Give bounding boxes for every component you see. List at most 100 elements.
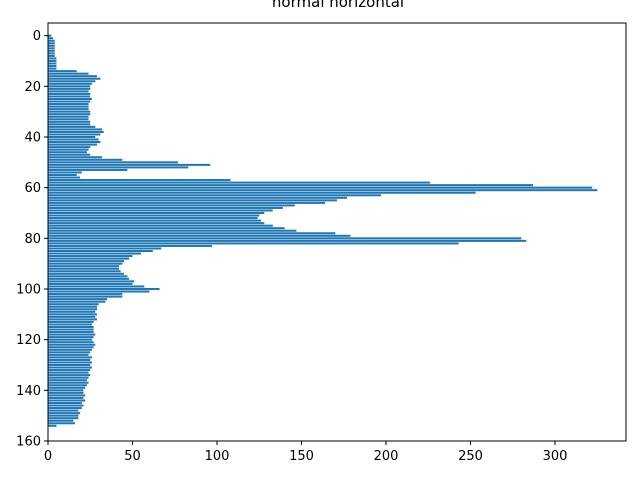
bar bbox=[48, 310, 96, 313]
bar bbox=[48, 399, 86, 402]
x-tick-label: 0 bbox=[44, 449, 52, 464]
bar bbox=[48, 351, 91, 354]
bar bbox=[48, 156, 103, 159]
bar bbox=[48, 97, 92, 101]
x-axis-ticks: 0 50 100 150 200 250 300 bbox=[44, 441, 568, 464]
bar bbox=[48, 369, 91, 372]
bar bbox=[48, 209, 273, 212]
bar bbox=[48, 191, 476, 194]
bar bbox=[48, 186, 593, 189]
bar bbox=[48, 270, 121, 273]
bar bbox=[48, 409, 79, 412]
bar bbox=[48, 313, 98, 316]
x-tick-label: 100 bbox=[205, 449, 230, 464]
bar bbox=[48, 293, 123, 296]
bar bbox=[48, 214, 260, 217]
x-tick-label: 250 bbox=[458, 449, 483, 464]
bar bbox=[48, 42, 55, 45]
bar bbox=[48, 206, 283, 209]
bar bbox=[48, 146, 91, 149]
bar bbox=[48, 323, 92, 326]
y-tick-label: 60 bbox=[24, 181, 41, 196]
bar bbox=[48, 113, 91, 116]
bar bbox=[48, 417, 79, 420]
bar bbox=[48, 120, 91, 123]
bar bbox=[48, 265, 119, 268]
bar bbox=[48, 366, 92, 369]
bar bbox=[48, 252, 141, 255]
bar bbox=[48, 151, 87, 154]
bar bbox=[48, 404, 84, 407]
bar bbox=[48, 47, 55, 50]
bar bbox=[48, 80, 96, 83]
bar bbox=[48, 343, 96, 346]
bar bbox=[48, 171, 82, 174]
x-tick-label: 300 bbox=[543, 449, 568, 464]
bar bbox=[48, 361, 92, 364]
bar bbox=[48, 318, 98, 321]
bar bbox=[48, 379, 87, 382]
bar bbox=[48, 153, 91, 156]
bar bbox=[48, 189, 598, 192]
bar bbox=[48, 37, 54, 40]
bar bbox=[48, 95, 91, 98]
bar bbox=[48, 65, 57, 68]
bar bbox=[48, 176, 81, 179]
y-tick-label: 120 bbox=[16, 333, 41, 348]
bar bbox=[48, 82, 92, 85]
bar bbox=[48, 168, 128, 171]
bar bbox=[48, 34, 52, 37]
bar bbox=[48, 419, 74, 422]
bar bbox=[48, 108, 89, 111]
bar bbox=[48, 57, 57, 60]
bar bbox=[48, 244, 212, 247]
bar bbox=[48, 59, 57, 63]
bar bbox=[48, 130, 104, 133]
y-tick-label: 20 bbox=[24, 80, 41, 95]
bar bbox=[48, 267, 119, 270]
bar bbox=[48, 371, 89, 374]
bar bbox=[48, 247, 162, 250]
bar bbox=[48, 407, 82, 410]
bar bbox=[48, 325, 94, 329]
bar bbox=[48, 239, 527, 242]
bar bbox=[48, 376, 89, 379]
bar bbox=[48, 358, 91, 361]
bar bbox=[48, 62, 57, 65]
bar bbox=[48, 303, 99, 306]
bar bbox=[48, 282, 133, 285]
bar bbox=[48, 217, 258, 220]
bar bbox=[48, 320, 94, 323]
bar bbox=[48, 173, 77, 177]
bar bbox=[48, 396, 84, 399]
y-tick-label: 100 bbox=[16, 283, 41, 298]
bar bbox=[48, 67, 57, 70]
bar bbox=[48, 280, 135, 283]
plot-frame bbox=[47, 22, 627, 442]
bar bbox=[48, 143, 98, 146]
bar bbox=[48, 295, 123, 298]
bar bbox=[48, 141, 101, 144]
bar bbox=[48, 308, 98, 311]
bar bbox=[48, 348, 92, 351]
bar bbox=[48, 356, 92, 359]
bar bbox=[48, 211, 265, 215]
bar bbox=[48, 72, 89, 75]
bar bbox=[48, 374, 91, 377]
bar bbox=[48, 179, 231, 182]
bar bbox=[48, 103, 89, 106]
bar bbox=[48, 100, 91, 103]
bar bbox=[48, 77, 101, 80]
bar bbox=[48, 300, 106, 303]
x-tick-label: 50 bbox=[124, 449, 141, 464]
bar bbox=[48, 54, 55, 57]
bar bbox=[48, 401, 82, 405]
bar bbox=[48, 363, 91, 367]
bar bbox=[48, 52, 55, 55]
bar bbox=[48, 260, 125, 263]
bar bbox=[48, 161, 179, 164]
bar bbox=[48, 346, 94, 349]
bar bbox=[48, 158, 123, 161]
bar bbox=[48, 424, 57, 427]
bar bbox=[48, 224, 273, 227]
